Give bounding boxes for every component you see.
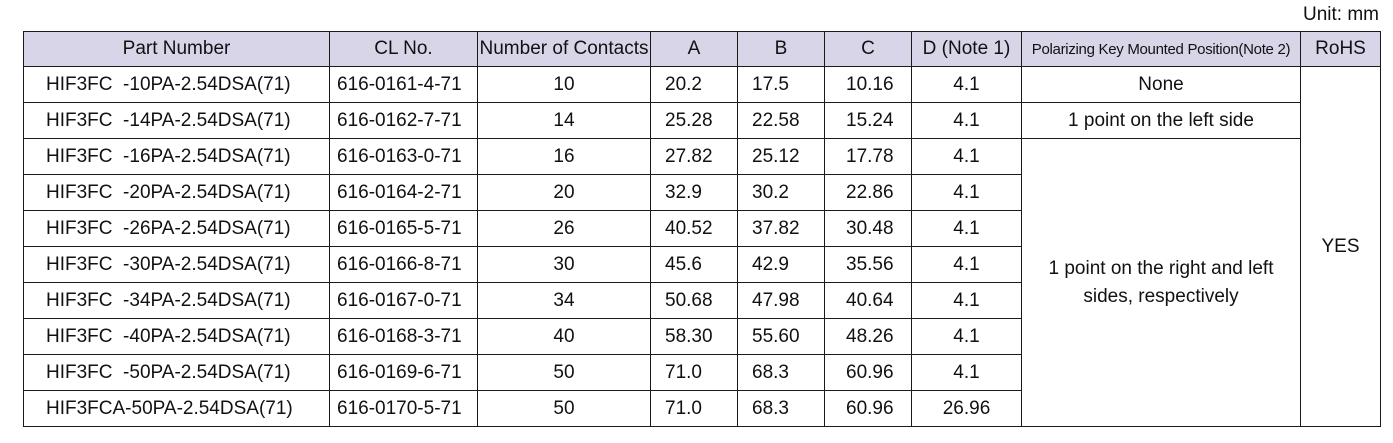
unit-label: Unit: mm [1303,4,1379,25]
dim-a-cell: 27.82 [650,138,738,175]
contacts-cell: 30 [477,246,651,283]
dim-c-cell: 22.86 [824,174,912,211]
part-number-cell: HIF3FC -20PA-2.54DSA(71) [23,174,330,211]
dim-a-cell: 58.30 [650,318,738,355]
dim-c-cell: 35.56 [824,246,912,283]
dim-c-cell: 30.48 [824,210,912,247]
dim-d-cell: 4.1 [911,282,1022,319]
header-row: Part Number CL No. Number of Contacts A … [23,31,1381,67]
dim-b-cell: 68.3 [737,354,825,391]
cl-no-cell: 616-0162-7-71 [329,102,478,139]
contacts-cell: 14 [477,102,651,139]
dim-d-cell: 26.96 [911,390,1022,427]
cl-no-cell: 616-0166-8-71 [329,246,478,283]
dim-d-cell: 4.1 [911,66,1022,103]
table-row: HIF3FC -50PA-2.54DSA(71) 616-0169-6-71 5… [23,354,1381,391]
header-b: B [737,31,825,67]
table-row: HIF3FC -20PA-2.54DSA(71) 616-0164-2-71 2… [23,174,1381,211]
header-contacts: Number of Contacts [477,31,651,67]
part-number-cell: HIF3FC -40PA-2.54DSA(71) [23,318,330,355]
header-part-number: Part Number [23,31,330,67]
dim-b-cell: 55.60 [737,318,825,355]
dim-a-cell: 25.28 [650,102,738,139]
dim-b-cell: 17.5 [737,66,825,103]
cl-no-cell: 616-0163-0-71 [329,138,478,175]
table-row: HIF3FC -26PA-2.54DSA(71) 616-0165-5-71 2… [23,210,1381,247]
contacts-cell: 16 [477,138,651,175]
contacts-cell: 20 [477,174,651,211]
dim-c-cell: 48.26 [824,318,912,355]
contacts-cell: 34 [477,282,651,319]
header-c: C [824,31,912,67]
dim-c-cell: 60.96 [824,354,912,391]
contacts-cell: 50 [477,354,651,391]
table-row: HIF3FC -30PA-2.54DSA(71) 616-0166-8-71 3… [23,246,1381,283]
table-row: HIF3FC -16PA-2.54DSA(71) 616-0163-0-71 1… [23,138,1381,427]
cl-no-cell: 616-0170-5-71 [329,390,478,427]
table-row: HIF3FC -14PA-2.54DSA(71) 616-0162-7-71 1… [23,102,1381,139]
dim-b-cell: 22.58 [737,102,825,139]
dim-b-cell: 47.98 [737,282,825,319]
part-number-cell: HIF3FC -50PA-2.54DSA(71) [23,354,330,391]
header-polarizing: Polarizing Key Mounted Position(Note 2) [1021,31,1301,67]
dim-a-cell: 50.68 [650,282,738,319]
polarizing-cell-merged: 1 point on the right and left sides, res… [1021,138,1301,427]
cl-no-cell: 616-0161-4-71 [329,66,478,103]
cl-no-cell: 616-0164-2-71 [329,174,478,211]
dim-d-cell: 4.1 [911,102,1022,139]
dim-a-cell: 20.2 [650,66,738,103]
contacts-cell: 26 [477,210,651,247]
contacts-cell: 10 [477,66,651,103]
dim-c-cell: 40.64 [824,282,912,319]
polarizing-cell: 1 point on the left side [1021,102,1301,139]
dim-a-cell: 71.0 [650,354,738,391]
table-row: HIF3FC -40PA-2.54DSA(71) 616-0168-3-71 4… [23,318,1381,355]
cl-no-cell: 616-0169-6-71 [329,354,478,391]
dim-a-cell: 40.52 [650,210,738,247]
dim-d-cell: 4.1 [911,138,1022,175]
polarizing-line-1: 1 point on the right and left [1048,257,1274,279]
table-row: HIF3FCA-50PA-2.54DSA(71) 616-0170-5-71 5… [23,390,1381,427]
dim-c-cell: 60.96 [824,390,912,427]
header-d: D (Note 1) [911,31,1022,67]
header-cl-no: CL No. [329,31,478,67]
dim-b-cell: 25.12 [737,138,825,175]
cl-no-cell: 616-0167-0-71 [329,282,478,319]
dim-a-cell: 45.6 [650,246,738,283]
polarizing-cell: None [1021,66,1301,103]
dim-d-cell: 4.1 [911,210,1022,247]
dim-b-cell: 37.82 [737,210,825,247]
dim-d-cell: 4.1 [911,354,1022,391]
table-row: HIF3FC -10PA-2.54DSA(71) 616-0161-4-71 1… [23,66,1381,427]
dim-b-cell: 42.9 [737,246,825,283]
dim-d-cell: 4.1 [911,318,1022,355]
dim-a-cell: 32.9 [650,174,738,211]
dim-d-cell: 4.1 [911,246,1022,283]
contacts-cell: 40 [477,318,651,355]
part-number-cell: HIF3FC -16PA-2.54DSA(71) [23,138,330,175]
dim-c-cell: 15.24 [824,102,912,139]
cl-no-cell: 616-0168-3-71 [329,318,478,355]
header-a: A [650,31,738,67]
cl-no-cell: 616-0165-5-71 [329,210,478,247]
polarizing-line-2: sides, respectively [1083,285,1239,307]
part-number-cell: HIF3FC -26PA-2.54DSA(71) [23,210,330,247]
dim-b-cell: 30.2 [737,174,825,211]
part-number-cell: HIF3FC -10PA-2.54DSA(71) [23,66,330,103]
part-number-cell: HIF3FC -30PA-2.54DSA(71) [23,246,330,283]
dim-d-cell: 4.1 [911,174,1022,211]
part-number-cell: HIF3FCA-50PA-2.54DSA(71) [23,390,330,427]
dim-c-cell: 17.78 [824,138,912,175]
dim-a-cell: 71.0 [650,390,738,427]
header-rohs: RoHS [1300,31,1381,67]
table-row: HIF3FC -34PA-2.54DSA(71) 616-0167-0-71 3… [23,282,1381,319]
part-number-cell: HIF3FC -34PA-2.54DSA(71) [23,282,330,319]
dim-b-cell: 68.3 [737,390,825,427]
rohs-cell: YES [1300,66,1381,427]
dim-c-cell: 10.16 [824,66,912,103]
specification-table: Part Number CL No. Number of Contacts A … [23,31,1381,427]
part-number-cell: HIF3FC -14PA-2.54DSA(71) [23,102,330,139]
contacts-cell: 50 [477,390,651,427]
